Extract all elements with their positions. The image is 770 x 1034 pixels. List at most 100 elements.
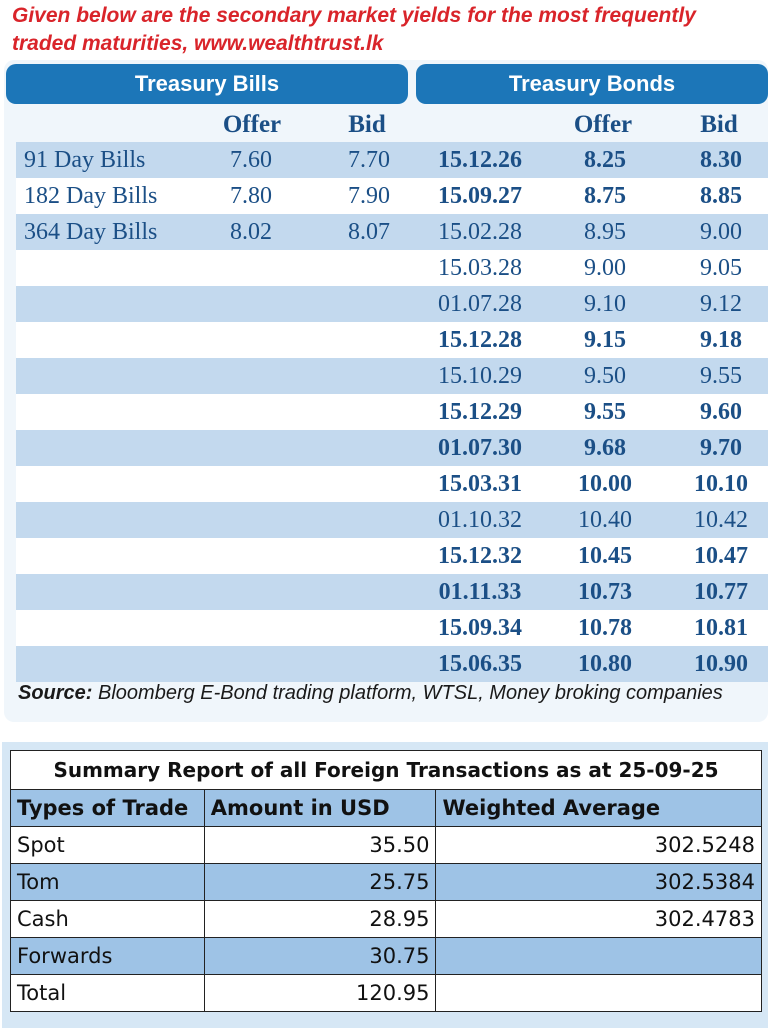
bond-date: 15.03.28 [438, 255, 522, 281]
intro-line-2: traded maturities, www.wealthtrust.lk [12, 32, 384, 55]
bond-date: 15.10.29 [438, 363, 522, 389]
yields-panel: Treasury Bills Treasury Bonds Offer Bid … [4, 60, 768, 722]
intro-text: Given below are the secondary market yie… [12, 2, 762, 58]
yield-row: 364 Day Bills 8.02 8.07 15.02.28 8.95 9.00 [16, 214, 768, 250]
bond-bid: 8.85 [700, 183, 742, 209]
summary-type: Cash [10, 900, 205, 938]
bond-offer: 10.45 [578, 543, 632, 569]
bond-date: 15.09.34 [438, 615, 522, 641]
bond-date: 15.12.28 [438, 327, 522, 353]
bond-offer: 8.95 [584, 219, 626, 245]
yield-row: 01.10.32 10.40 10.42 [16, 502, 768, 538]
summary-title: Summary Report of all Foreign Transactio… [10, 750, 762, 790]
yield-row: 01.07.30 9.68 9.70 [16, 430, 768, 466]
summary-amount: 25.75 [203, 863, 437, 901]
bond-bid: 10.77 [694, 579, 748, 605]
bond-bid: 10.90 [694, 651, 748, 677]
yield-row: 15.12.32 10.45 10.47 [16, 538, 768, 574]
bond-bid: 10.10 [694, 471, 748, 497]
bond-offer: 10.73 [578, 579, 632, 605]
source-label: Source: [18, 682, 93, 704]
bond-offer: 9.68 [584, 435, 626, 461]
bond-bid: 8.30 [700, 147, 742, 173]
yield-row: 15.03.31 10.00 10.10 [16, 466, 768, 502]
summary-wavg [435, 937, 762, 975]
bond-bid: 9.18 [700, 327, 742, 353]
summary-row: Tom 25.75 302.5384 [10, 863, 762, 901]
bills-offer-heading: Offer [222, 111, 282, 138]
bill-name: 364 Day Bills [24, 219, 158, 245]
bill-offer: 8.02 [230, 219, 272, 245]
bill-name: 91 Day Bills [24, 147, 146, 173]
source-text: Bloomberg E-Bond trading platform, WTSL,… [92, 682, 723, 704]
treasury-bonds-header: Treasury Bonds [416, 64, 768, 104]
bond-bid: 10.42 [694, 507, 748, 533]
bond-bid: 9.05 [700, 255, 742, 281]
yield-row: 15.09.34 10.78 10.81 [16, 610, 768, 646]
summary-row: Forwards 30.75 [10, 937, 762, 975]
yield-row: 15.06.35 10.80 10.90 [16, 646, 768, 682]
bill-offer: 7.80 [230, 183, 272, 209]
bond-date: 15.12.26 [438, 147, 522, 173]
summary-amount: 35.50 [203, 826, 437, 864]
bond-offer: 10.40 [578, 507, 632, 533]
bill-bid: 7.90 [348, 183, 390, 209]
bonds-offer-heading: Offer [573, 111, 633, 138]
summary-wavg: 302.5384 [435, 863, 762, 901]
bill-name: 182 Day Bills [24, 183, 158, 209]
summary-amount: 28.95 [203, 900, 437, 938]
bond-offer: 9.55 [584, 399, 626, 425]
yield-row: 01.11.33 10.73 10.77 [16, 574, 768, 610]
bond-date: 15.09.27 [438, 183, 522, 209]
bill-bid: 7.70 [348, 147, 390, 173]
bond-date: 15.12.32 [438, 543, 522, 569]
bond-bid: 9.55 [700, 363, 742, 389]
summary-panel: Summary Report of all Foreign Transactio… [2, 742, 768, 1028]
bond-date: 15.02.28 [438, 219, 522, 245]
bond-offer: 9.15 [584, 327, 626, 353]
bond-date: 15.12.29 [438, 399, 522, 425]
yield-row: 01.07.28 9.10 9.12 [16, 286, 768, 322]
bond-date: 01.10.32 [438, 507, 522, 533]
bond-offer: 9.10 [584, 291, 626, 317]
intro-line-1: Given below are the secondary market yie… [12, 4, 696, 27]
yield-row: 15.10.29 9.50 9.55 [16, 358, 768, 394]
yield-row: 15.03.28 9.00 9.05 [16, 250, 768, 286]
summary-wavg: 302.5248 [435, 826, 762, 864]
bill-bid: 8.07 [348, 219, 390, 245]
bond-bid: 10.47 [694, 543, 748, 569]
bond-date: 01.11.33 [438, 579, 522, 605]
yield-rows: 91 Day Bills 7.60 7.70 15.12.26 8.25 8.30 182 … [16, 142, 768, 682]
bond-bid: 9.60 [700, 399, 742, 425]
source-note: Source: Bloomberg E-Bond trading platfor… [18, 682, 768, 705]
summary-wavg [435, 974, 762, 1012]
summary-wavg: 302.4783 [435, 900, 762, 938]
bond-offer: 10.00 [578, 471, 632, 497]
bond-offer: 9.50 [584, 363, 626, 389]
summary-type: Total [10, 974, 205, 1012]
summary-row: Spot 35.50 302.5248 [10, 826, 762, 864]
bond-date: 15.03.31 [438, 471, 522, 497]
yield-row: 91 Day Bills 7.60 7.70 15.12.26 8.25 8.30 [16, 142, 768, 178]
header-weighted-average: Weighted Average [435, 789, 762, 827]
bond-bid: 9.12 [700, 291, 742, 317]
bond-date: 01.07.30 [438, 435, 522, 461]
yield-row: 15.12.29 9.55 9.60 [16, 394, 768, 430]
yield-row: 182 Day Bills 7.80 7.90 15.09.27 8.75 8.85 [16, 178, 768, 214]
summary-type: Forwards [10, 937, 205, 975]
summary-amount: 120.95 [203, 974, 437, 1012]
bond-date: 15.06.35 [438, 651, 522, 677]
summary-row: Cash 28.95 302.4783 [10, 900, 762, 938]
summary-amount: 30.75 [203, 937, 437, 975]
yield-row: 15.12.28 9.15 9.18 [16, 322, 768, 358]
bills-bid-heading: Bid [348, 111, 386, 138]
bond-bid: 9.00 [700, 219, 742, 245]
bond-date: 01.07.28 [438, 291, 522, 317]
bond-offer: 8.75 [584, 183, 626, 209]
foreign-transactions-table: Summary Report of all Foreign Transactio… [10, 750, 762, 1012]
header-types-of-trade: Types of Trade [10, 789, 205, 827]
summary-type: Spot [10, 826, 205, 864]
bond-offer: 9.00 [584, 255, 626, 281]
treasury-bills-header: Treasury Bills [6, 64, 408, 104]
bonds-bid-heading: Bid [700, 111, 738, 138]
